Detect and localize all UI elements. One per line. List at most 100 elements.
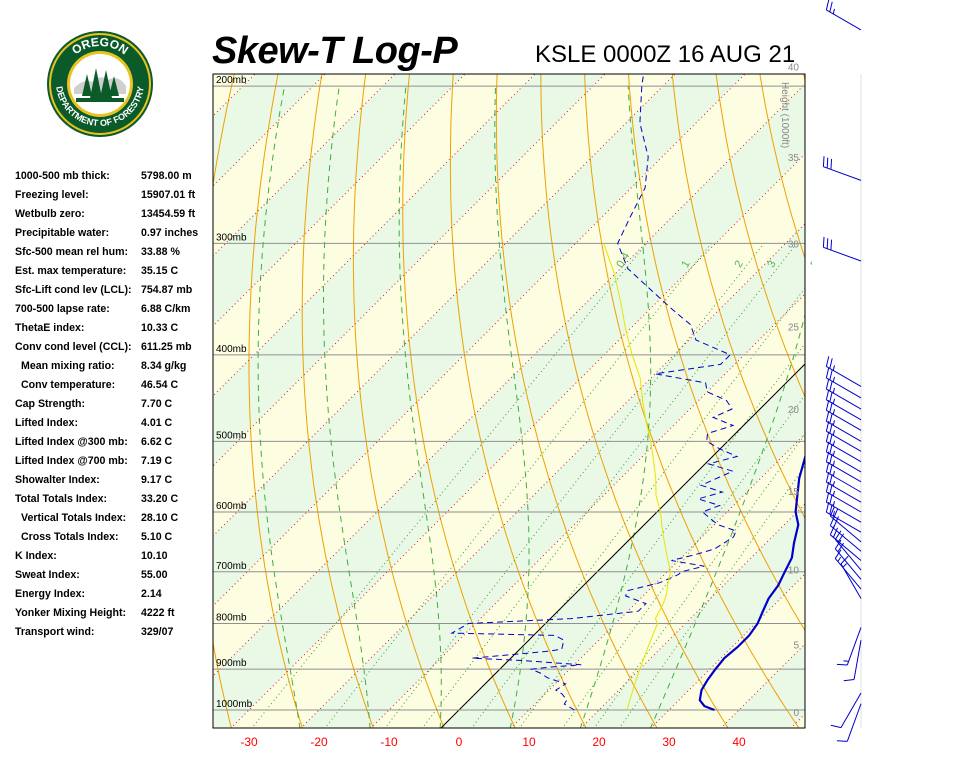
wind-barb (825, 367, 862, 399)
index-row: Lifted Index @300 mb: 6.62 C (15, 434, 215, 453)
dry-adiabat (402, 74, 516, 728)
index-label: Conv temperature: (21, 379, 116, 391)
dry-adiabat (759, 74, 805, 260)
pressure-label: 200mb (216, 75, 247, 86)
wind-barb (825, 0, 862, 31)
pressure-label: 500mb (216, 430, 247, 441)
dewpoint-profile (450, 74, 739, 711)
dry-adiabat (955, 0, 960, 740)
mixing-ratio-line (593, 433, 805, 728)
plot-layer (213, 0, 960, 740)
index-value: 6.62 C (141, 436, 173, 448)
index-value: 9.17 C (141, 474, 173, 486)
index-value: 611.25 mb (141, 341, 192, 353)
index-label: Sweat Index: (15, 569, 80, 581)
height-tick-label: 35 (788, 153, 800, 164)
index-row: Showalter Index: 9.17 C (15, 472, 215, 491)
x-tick-label: -10 (380, 735, 398, 749)
height-tick-label: 25 (788, 323, 800, 334)
index-row: Yonker Mixing Height: 4222 ft (15, 605, 215, 624)
x-tick-label: 30 (662, 735, 676, 749)
index-label: Total Totals Index: (15, 493, 108, 505)
index-label: Conv cond level (CCL): (15, 341, 132, 353)
index-label: Sfc-Lift cond lev (LCL): (15, 284, 132, 296)
index-row: Precipitable water: 0.97 inches (15, 225, 215, 244)
index-label: Est. max temperature: (15, 265, 127, 277)
moist-adiabat (398, 86, 442, 728)
height-axis-title: Height (1000ft) (779, 82, 790, 148)
dry-adiabat (921, 0, 960, 740)
index-row: 700-500 lapse rate: 6.88 C/km (15, 301, 215, 320)
index-value: 8.34 g/kg (141, 360, 187, 372)
isotherm (790, 713, 805, 728)
dry-adiabat (449, 74, 587, 728)
index-label: ThetaE index: (15, 322, 85, 334)
moist-adiabat (494, 86, 530, 728)
index-value: 10.33 C (141, 322, 179, 334)
index-value: 5798.00 m (141, 170, 192, 182)
index-label: Mean mixing ratio: (21, 360, 115, 372)
wind-barb (834, 549, 862, 590)
index-label: Transport wind: (15, 626, 95, 638)
index-row: Sfc-Lift cond lev (LCL): 754.87 mb (15, 282, 215, 301)
index-label: 700-500 lapse rate: (15, 303, 110, 315)
index-row: Cross Totals Index: 5.10 C (15, 529, 215, 548)
wind-barb (825, 461, 862, 493)
wind-barb (836, 627, 862, 666)
height-tick-label: 0 (793, 708, 799, 719)
dry-adiabat (803, 74, 805, 84)
wind-barb (825, 431, 862, 463)
index-value: 7.70 C (141, 398, 173, 410)
mixing-ratio-label: 3 (765, 259, 778, 270)
index-value: 33.88 % (141, 246, 180, 258)
dry-adiabat (628, 74, 805, 632)
x-tick-label: 0 (456, 735, 463, 749)
plot-frame (212, 73, 806, 729)
mixing-ratio-label: 2 (732, 259, 745, 270)
index-value: 35.15 C (141, 265, 179, 277)
x-tick-label: -20 (310, 735, 328, 749)
dry-adiabat (540, 74, 729, 728)
index-value: 4222 ft (141, 607, 175, 619)
height-tick-label: 30 (788, 239, 800, 250)
index-row: Vertical Totals Index: 28.10 C (15, 510, 215, 529)
dry-adiabat (715, 74, 805, 398)
wind-barb (825, 491, 862, 523)
index-label: Freezing level: (15, 189, 89, 201)
index-row: Conv cond level (CCL): 611.25 mb (15, 339, 215, 358)
mixing-ratio-label: 1 (679, 259, 692, 270)
isotherm-band (791, 714, 805, 728)
height-tick-label: 5 (793, 641, 799, 652)
x-tick-label: -30 (240, 735, 258, 749)
mixing-ratio-line (251, 242, 648, 728)
dry-adiabat (495, 74, 658, 728)
indices-panel: 1000-500 mb thick: 5798.00 m Freezing leve… (15, 168, 215, 643)
moist-adiabat (257, 86, 301, 728)
isotherm-band (581, 504, 805, 728)
index-label: Lifted Index: (15, 417, 78, 429)
index-value: 0.97 inches (141, 227, 199, 239)
index-label: Cap Strength: (15, 398, 86, 410)
index-value: 10.10 (141, 550, 168, 562)
index-label: Cross Totals Index: (21, 531, 119, 543)
pressure-label: 700mb (216, 561, 247, 572)
station-datetime: KSLE 0000Z 16 AUG 21 (535, 41, 796, 68)
wind-panel (812, 74, 862, 728)
pressure-label: 300mb (216, 232, 247, 243)
index-label: Showalter Index: (15, 474, 100, 486)
index-value: 329/07 (141, 626, 174, 638)
mixing-ratio-line (384, 242, 765, 728)
svg-text:OREGON: OREGON (69, 35, 131, 58)
index-label: Sfc-500 mean rel hum: (15, 246, 129, 258)
index-row: Energy Index: 2.14 (15, 586, 215, 605)
mixing-ratio-line (562, 394, 805, 728)
index-value: 13454.59 ft (141, 208, 196, 220)
wind-barb (825, 378, 862, 410)
parcel-profile (603, 243, 672, 711)
height-tick-label: 40 (788, 62, 800, 73)
index-row: Est. max temperature: 35.15 C (15, 263, 215, 282)
index-label: 1000-500 mb thick: (15, 170, 110, 182)
index-row: Total Totals Index: 33.20 C (15, 491, 215, 510)
x-tick-label: 20 (592, 735, 606, 749)
chart-title: Skew-T Log-P (212, 30, 458, 72)
